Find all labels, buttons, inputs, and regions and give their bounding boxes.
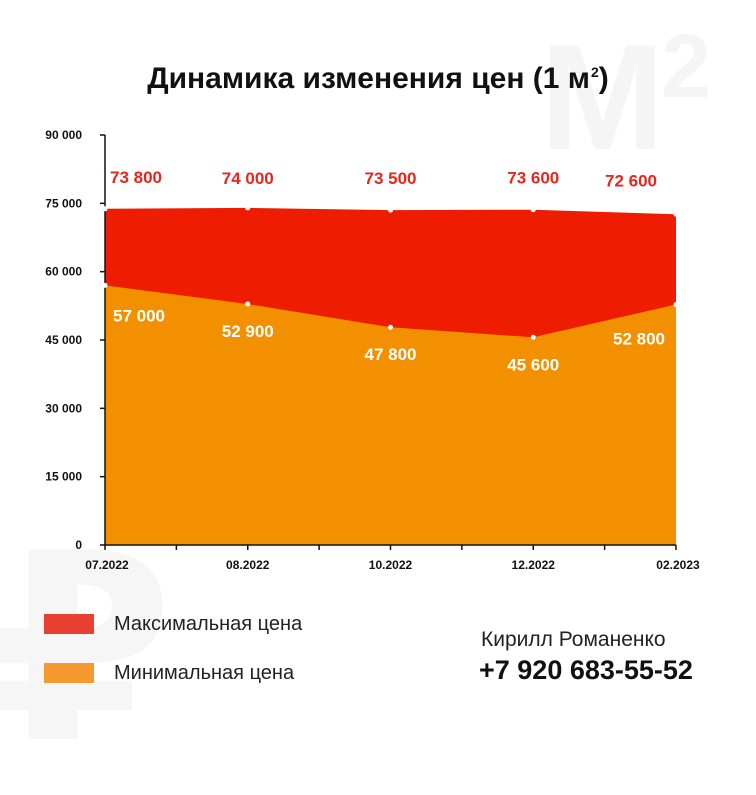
data-label-max-price: 73 800 — [110, 168, 162, 187]
y-tick-label: 90 000 — [45, 128, 82, 142]
y-tick-label: 15 000 — [45, 470, 82, 484]
area-min-price — [105, 285, 676, 545]
point-min-price — [530, 334, 536, 340]
legend-label-max: Максимальная цена — [114, 612, 303, 635]
point-min-price — [673, 301, 679, 307]
x-tick-label: 08.2022 — [226, 558, 270, 572]
watermark-ruble: ₽ — [0, 505, 173, 795]
data-label-min-price: 52 800 — [613, 329, 665, 348]
y-tick-label: 0 — [75, 538, 82, 552]
title-superscript: 2 — [590, 64, 599, 80]
point-min-price — [245, 301, 251, 307]
data-label-min-price: 57 000 — [113, 306, 165, 325]
legend-swatch-max — [44, 614, 94, 634]
legend-item-max: Максимальная цена — [44, 612, 302, 636]
data-label-min-price: 45 600 — [507, 355, 559, 374]
data-label-max-price: 73 500 — [365, 169, 417, 188]
watermark-m2: M2 — [540, 13, 711, 181]
data-label-min-price: 47 800 — [365, 345, 417, 364]
data-label-min-price: 52 900 — [222, 322, 274, 341]
contact-phone: +7 920 683-55-52 — [479, 655, 693, 685]
chart-title: Динамика изменения цен (1 м2) — [147, 62, 609, 95]
legend-item-min: Минимальная цена — [44, 661, 294, 685]
point-max-price — [102, 206, 108, 212]
point-max-price — [388, 207, 393, 213]
y-tick-label: 75 000 — [45, 196, 82, 210]
x-tick-label: 02.2023 — [656, 558, 700, 572]
contact-name: Кирилл Романенко — [481, 628, 666, 651]
point-max-price — [530, 207, 536, 213]
x-tick-label: 07.2022 — [85, 558, 129, 572]
data-label-max-price: 73 600 — [507, 169, 559, 188]
y-tick-label: 30 000 — [45, 401, 82, 415]
legend-label-min: Минимальная цена — [114, 661, 295, 684]
data-label-max-price: 72 600 — [605, 171, 657, 190]
y-tick-label: 45 000 — [45, 333, 82, 347]
y-tick-label: 60 000 — [45, 265, 82, 279]
point-max-price — [245, 205, 251, 211]
point-min-price — [388, 324, 393, 330]
legend-swatch-min — [44, 663, 94, 683]
data-label-max-price: 74 000 — [222, 169, 274, 188]
x-tick-label: 10.2022 — [369, 558, 413, 572]
area-chart: 0 15 000 30 000 45 000 60 000 75 000 90 000 07.… — [45, 128, 700, 572]
x-tick-label: 12.2022 — [512, 558, 556, 572]
point-min-price — [102, 282, 108, 288]
point-max-price — [673, 211, 679, 217]
